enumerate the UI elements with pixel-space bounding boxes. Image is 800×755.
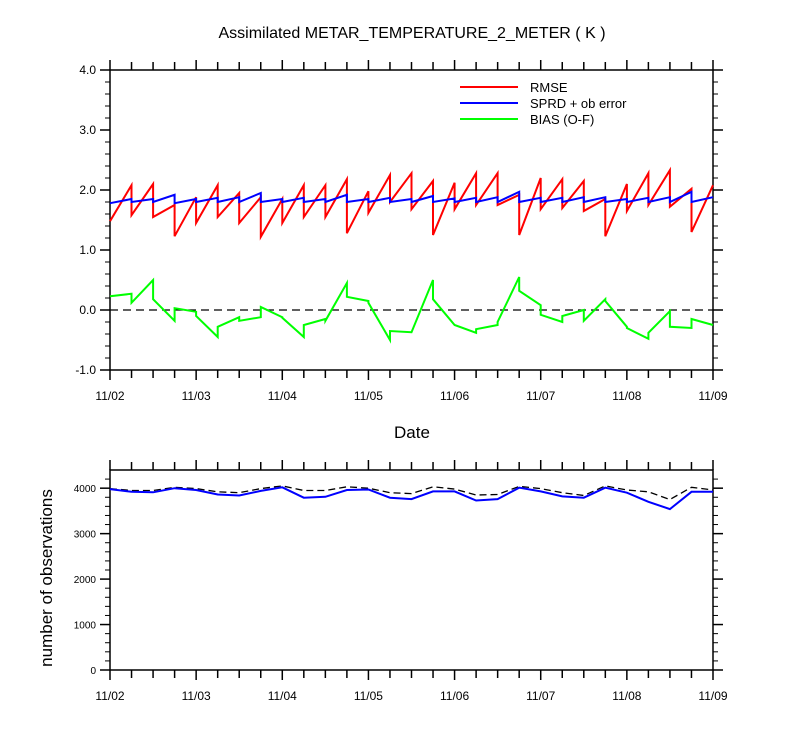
x-tick-label: 11/03 — [182, 389, 211, 403]
series-line-1 — [109, 486, 713, 511]
x-tick-label: 11/05 — [354, 689, 383, 703]
y-tick-label: 3000 — [74, 530, 97, 541]
series-line-bias-o-f — [109, 276, 714, 344]
legend-label: BIAS (O-F) — [530, 112, 594, 127]
y-axis-title: number of observations — [37, 489, 56, 667]
y-tick-label: 2000 — [74, 575, 97, 586]
top-panel: 11/02 11/03 11/04 11/05 11/06 11/07 11/08 11/09… — [75, 60, 728, 442]
y-tick-label: 3.0 — [79, 123, 96, 137]
x-tick-label: 11/05 — [354, 389, 383, 403]
x-tick-label: 11/03 — [182, 689, 211, 703]
x-tick-label: 11/09 — [698, 389, 727, 403]
y-tick-label: 1000 — [74, 621, 97, 632]
y-tick-label: 0.0 — [79, 303, 96, 317]
legend-label: SPRD + ob error — [530, 96, 627, 111]
series-line-sprd-ob-error — [109, 190, 714, 205]
plot-frame — [109, 69, 714, 371]
y-tick-label: -1.0 — [75, 363, 96, 377]
series-line-rmse — [109, 166, 714, 241]
x-tick-label: 11/06 — [440, 689, 469, 703]
x-axis-title: Date — [394, 423, 430, 442]
x-tick-label: 11/08 — [612, 689, 641, 703]
y-tick-label: 4000 — [74, 484, 97, 495]
x-tick-label: 11/09 — [698, 689, 727, 703]
x-tick-label: 11/04 — [268, 689, 297, 703]
y-tick-label: 4.0 — [79, 63, 96, 77]
legend-label: RMSE — [530, 80, 568, 95]
x-tick-label: 11/04 — [268, 389, 297, 403]
bottom-panel: 11/02 11/03 11/04 11/05 11/06 11/07 11/08 11/09… — [37, 460, 728, 703]
x-tick-label: 11/06 — [440, 389, 469, 403]
x-tick-label: 11/02 — [95, 689, 124, 703]
y-tick-label: 0 — [90, 666, 96, 677]
x-tick-label: 11/08 — [612, 389, 641, 403]
x-tick-label: 11/02 — [95, 389, 124, 403]
x-tick-label: 11/07 — [526, 689, 555, 703]
chart-title: Assimilated METAR_TEMPERATURE_2_METER ( … — [218, 25, 605, 42]
series-line-0 — [109, 485, 714, 501]
y-tick-label: 1.0 — [79, 243, 96, 257]
y-tick-label: 2.0 — [79, 183, 96, 197]
x-tick-label: 11/07 — [526, 389, 555, 403]
